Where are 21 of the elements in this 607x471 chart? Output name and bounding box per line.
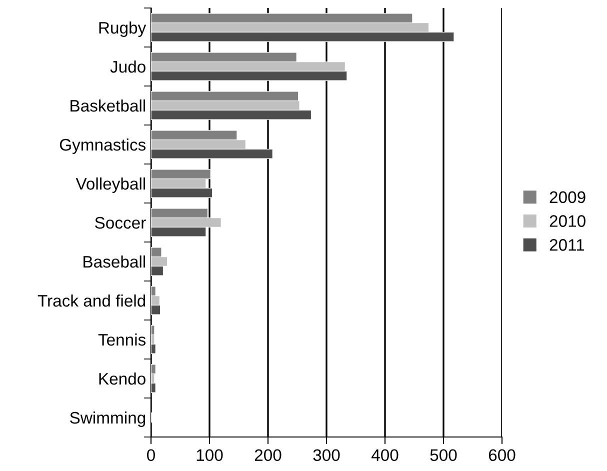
legend-label: 2010 [550,215,586,227]
y-tick-label: Soccer [95,216,146,229]
x-tick-label: 300 [313,449,340,462]
x-tick-label: 400 [371,449,398,462]
x-tick-label: 0 [147,449,155,462]
y-tick-label: Tennis [98,333,146,346]
x-tick-label: 600 [488,449,516,462]
x-tick-label: 100 [196,449,223,462]
legend-label: 2009 [550,191,586,204]
y-tick-label: Judo [110,60,146,73]
y-tick-label: Kendo [99,372,146,385]
y-tick-label: Volleyball [76,177,146,193]
y-tick-label: Swimming [70,411,146,427]
legend-label: 2011 [550,239,584,251]
y-tick-label: Track and field [38,294,146,307]
y-tick-label: Rugby [99,21,146,37]
y-tick-label: Basketball [70,99,146,112]
y-tick-label: Baseball [84,255,146,268]
y-tick-label: Gymnastics [60,138,146,154]
x-tick-label: 500 [430,449,457,462]
x-tick-label: 200 [254,449,282,462]
